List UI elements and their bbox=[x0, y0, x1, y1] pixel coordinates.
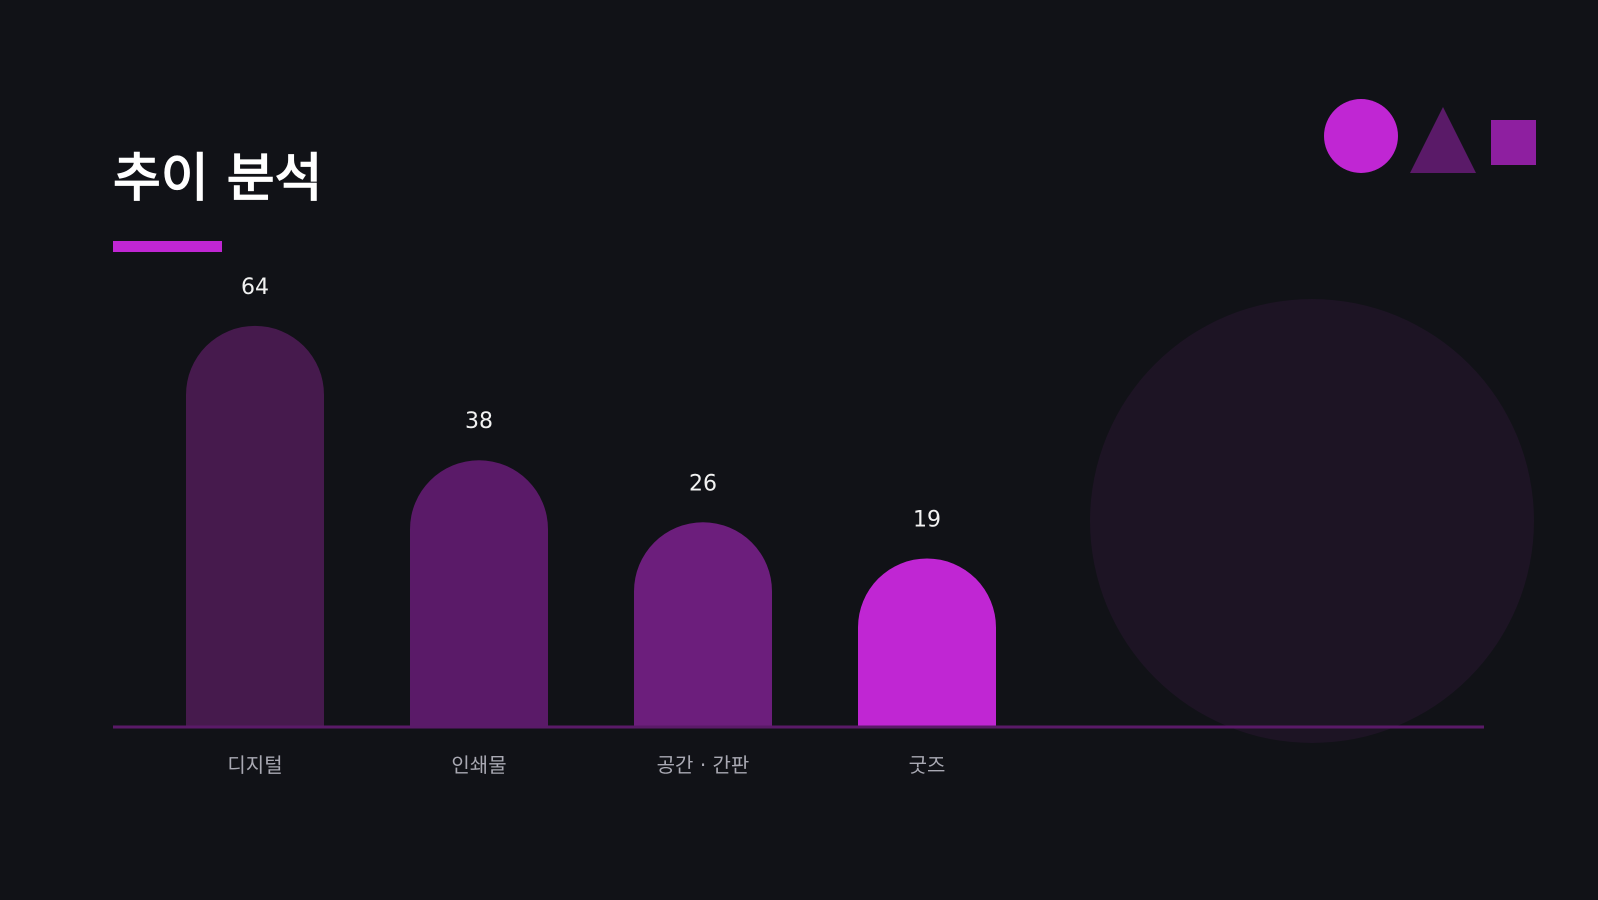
x-tick-label: 디지털 bbox=[227, 753, 282, 777]
x-tick-label: 공간 · 간판 bbox=[657, 753, 750, 777]
value-label: 64 bbox=[241, 275, 269, 300]
value-label: 19 bbox=[913, 507, 941, 532]
bar bbox=[186, 325, 324, 726]
x-tick-label: 굿즈 bbox=[909, 753, 946, 777]
value-label: 38 bbox=[465, 409, 493, 434]
decor-circle bbox=[1324, 99, 1398, 173]
value-label: 26 bbox=[689, 471, 717, 496]
decor-circle-large bbox=[1090, 299, 1534, 743]
bar bbox=[858, 558, 996, 726]
decor-triangle bbox=[1410, 107, 1476, 173]
chart-title: 추이 분석 bbox=[113, 149, 322, 209]
decor-square bbox=[1491, 120, 1536, 165]
title-underline bbox=[113, 241, 222, 252]
x-tick-label: 인쇄물 bbox=[451, 753, 506, 777]
bar bbox=[634, 522, 772, 726]
bar bbox=[410, 460, 548, 726]
bars: 64 디지털 38 인쇄물 26 공간 · 간판 19 굿즈 bbox=[186, 275, 996, 777]
